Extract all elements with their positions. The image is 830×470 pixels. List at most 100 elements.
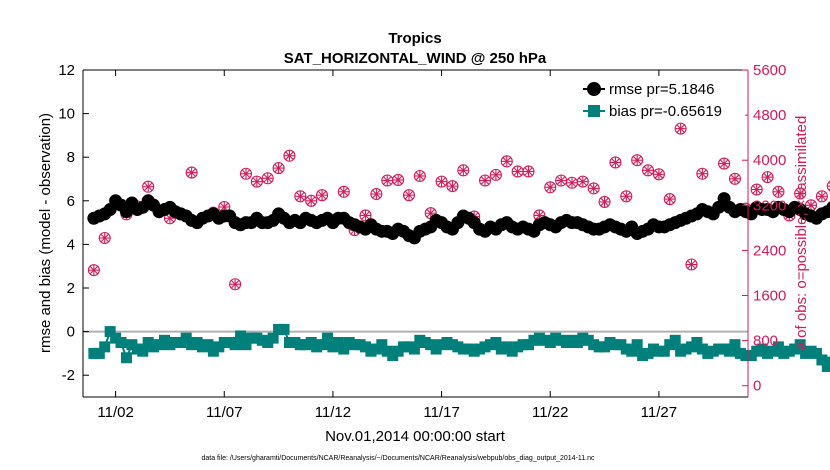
bias-point <box>772 341 784 353</box>
obs-count-point <box>641 164 655 177</box>
x-tick-label: 11/17 <box>423 404 459 421</box>
obs-possible-marker <box>142 180 155 193</box>
bias-point <box>669 334 681 346</box>
obs-count-point <box>435 175 448 188</box>
y-tick-label: 6 <box>67 193 75 210</box>
y-tick-label: 8 <box>67 149 75 166</box>
chart-title: Tropics <box>388 30 441 47</box>
obs-possible-marker <box>815 190 828 203</box>
obs-possible-marker <box>587 182 600 195</box>
obs-possible-marker <box>544 181 557 194</box>
obs-count-point <box>609 156 622 169</box>
bias-point <box>827 356 830 368</box>
legend: rmse pr=5.1846 bias pr=-0.65619 <box>580 76 745 121</box>
obs-possible-marker <box>522 165 535 178</box>
y2-tick-label: 5600 <box>753 62 786 79</box>
obs-possible-marker <box>750 183 763 196</box>
obs-possible-marker <box>685 258 698 271</box>
obs-possible-marker <box>652 168 665 181</box>
bias-point <box>658 345 670 357</box>
obs-count-point <box>544 181 557 194</box>
x-tick-label: 11/02 <box>97 404 133 421</box>
obs-possible-marker <box>446 180 459 193</box>
y-tick-label: 12 <box>58 62 75 79</box>
obs-count-point <box>98 231 111 245</box>
obs-possible-marker <box>728 172 742 185</box>
obs-count-point <box>489 168 502 181</box>
obs-possible-marker <box>272 162 285 175</box>
obs-possible-marker <box>392 173 405 186</box>
obs-count-point <box>576 175 589 188</box>
obs-possible-marker <box>402 189 416 202</box>
obs-count-point <box>663 193 676 206</box>
obs-count-point <box>794 187 807 200</box>
obs-possible-marker <box>316 189 329 202</box>
obs-count-point <box>185 166 198 179</box>
obs-count-point <box>413 169 426 183</box>
obs-possible-marker <box>185 166 198 179</box>
x-tick-label: 11/12 <box>315 404 351 421</box>
y2-tick-label: 0 <box>753 378 761 395</box>
obs-count-point <box>392 173 405 186</box>
obs-count-point <box>370 187 383 201</box>
obs-possible-marker <box>576 175 589 188</box>
y2-axis-label: # of obs: o=possible; ×=assimilated <box>793 116 810 351</box>
bias-point <box>691 337 703 348</box>
bias-point <box>180 332 192 344</box>
bias-point <box>626 345 638 357</box>
obs-possible-marker <box>609 156 622 169</box>
obs-possible-marker <box>359 209 372 222</box>
bias-point <box>278 323 290 335</box>
obs-count-point <box>565 176 579 189</box>
x-axis-ticks: 11/02 11/07 11/12 11/17 11/22 11/27 <box>97 70 677 421</box>
bias-point <box>229 339 241 351</box>
obs-count-point <box>457 164 470 177</box>
obs-count-point <box>826 180 830 192</box>
obs-count-point <box>815 190 828 203</box>
obs-possible-marker <box>98 231 111 245</box>
bias-point <box>115 337 127 348</box>
y-tick-label: 0 <box>67 324 75 341</box>
bias-point <box>267 332 279 344</box>
obs-count-point <box>239 167 253 180</box>
obs-possible-marker <box>250 175 263 188</box>
obs-possible-marker <box>370 187 383 201</box>
obs-count-point <box>402 189 416 202</box>
obs-count-point <box>359 209 372 222</box>
obs-possible-marker <box>772 185 785 198</box>
y-axis-label: rmse and bias (model - observation) <box>37 113 54 353</box>
y2-tick-label: 3200 <box>753 197 786 214</box>
obs-possible-marker <box>674 122 687 135</box>
obs-possible-marker <box>761 171 774 184</box>
obs-count-point <box>87 264 100 277</box>
obs-possible-marker <box>261 172 274 185</box>
legend-bias-marker <box>588 105 600 117</box>
obs-possible-marker <box>718 157 731 170</box>
bias-point <box>104 326 116 338</box>
obs-count-point <box>478 174 492 187</box>
obs-possible-marker <box>696 167 709 180</box>
bias-point <box>321 332 333 344</box>
x-tick-label: 11/27 <box>641 404 677 421</box>
y-tick-label: 10 <box>58 106 75 123</box>
rmse-point <box>826 201 830 214</box>
obs-count-point <box>598 195 611 208</box>
obs-count-point <box>772 185 785 198</box>
obs-count-point <box>283 149 296 162</box>
bias-point <box>810 347 822 359</box>
obs-possible-marker <box>337 185 350 198</box>
obs-count-point <box>381 174 394 187</box>
bias-point <box>724 345 736 357</box>
obs-possible-marker <box>663 193 676 206</box>
obs-count-point <box>511 165 524 178</box>
obs-count-point <box>761 171 774 184</box>
obs-possible-marker <box>826 180 830 192</box>
obs-possible-marker <box>478 174 492 187</box>
bias-point <box>408 343 420 355</box>
bias-point <box>202 339 214 351</box>
legend-rmse-marker <box>587 82 601 96</box>
bias-point <box>240 339 252 351</box>
obs-possible-marker <box>489 168 502 181</box>
obs-count-point <box>652 168 665 181</box>
